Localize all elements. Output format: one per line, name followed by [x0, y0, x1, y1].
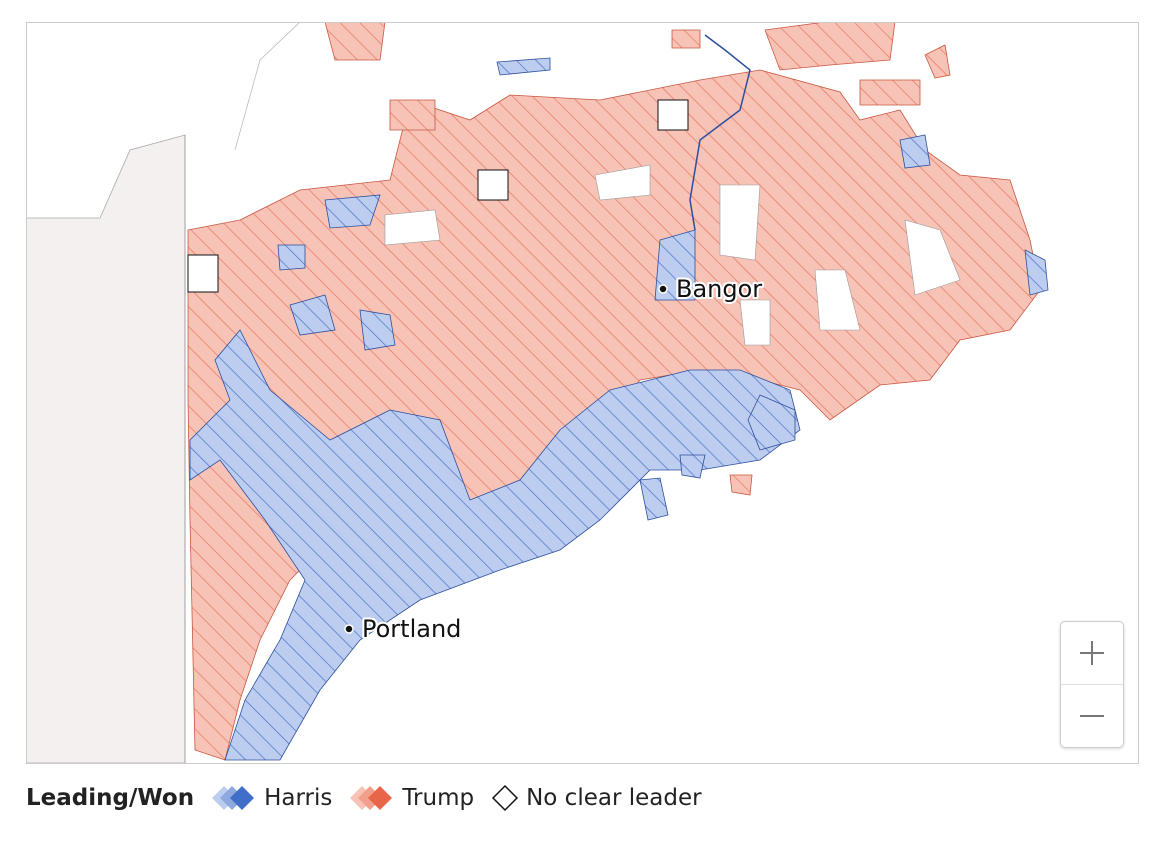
no-data [719, 184, 761, 261]
trump-region [671, 29, 701, 49]
harris-region [189, 329, 801, 761]
trump-region [324, 23, 386, 61]
city-label: Portland [362, 615, 461, 643]
legend-swatch [492, 784, 519, 812]
no-data [814, 269, 861, 331]
minus-icon [1080, 715, 1104, 717]
zoom-out[interactable] [1061, 685, 1123, 747]
no-leader-region [187, 254, 219, 293]
neighbor-state [27, 134, 186, 763]
legend-title: Leading/Won [26, 785, 195, 811]
map-shapes [27, 23, 1049, 763]
no-data [739, 299, 771, 346]
no-leader-region [657, 99, 689, 131]
legend-item: Harris [210, 783, 332, 813]
no-leader-region [477, 169, 509, 201]
legend-swatch [212, 786, 255, 810]
river [689, 34, 751, 231]
city-dot [344, 624, 354, 634]
harris-region [289, 294, 336, 336]
zoom-in[interactable] [1061, 622, 1123, 685]
trump-region [764, 23, 896, 71]
harris-region [1024, 249, 1049, 296]
legend-label: Harris [264, 785, 333, 811]
harris-region [359, 309, 396, 351]
county-lines [234, 23, 300, 151]
harris-region [277, 244, 306, 271]
harris-region [679, 454, 706, 479]
trump-region [924, 44, 951, 79]
no-data [904, 219, 961, 296]
plus-icon [1080, 641, 1104, 665]
legend-label: Trump [402, 785, 475, 811]
map: Bangor Portland [26, 22, 1139, 764]
legend-swatch [350, 786, 393, 810]
zoom-control [1060, 621, 1124, 748]
harris-region [496, 57, 551, 76]
harris-region [747, 394, 796, 451]
harris-region [639, 477, 669, 521]
trump-region [729, 474, 753, 496]
city-label: Bangor [676, 275, 762, 303]
harris-region [899, 134, 931, 169]
city-dot [658, 284, 668, 294]
no-data [384, 209, 441, 246]
legend-item: No clear leader [490, 783, 702, 813]
harris-region [654, 229, 696, 301]
trump-region [859, 79, 921, 106]
harris-region [324, 194, 381, 229]
no-data [594, 164, 651, 201]
legend: Leading/Won Harris Trump No clear leader [26, 782, 718, 814]
legend-item: Trump [348, 783, 474, 813]
legend-label: No clear leader [526, 785, 702, 811]
trump-region [389, 99, 436, 131]
